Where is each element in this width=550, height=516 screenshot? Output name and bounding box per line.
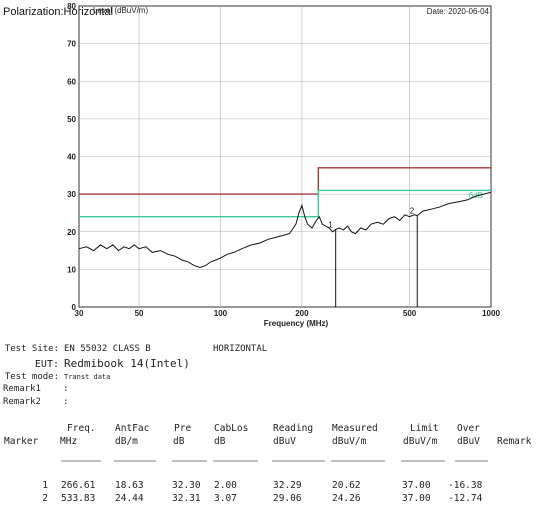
test-site-extra: HORIZONTAL [213,344,267,354]
x-tick-label: 50 [135,309,144,318]
x-tick-label: 30 [75,309,84,318]
cell-pre: 32.31 [172,493,201,504]
cell-marker: 2 [42,493,48,504]
eut-label: EUT: [35,359,59,370]
date-label: Date: 2020-06-04 [427,7,490,16]
test-site-label: Test Site: [5,344,59,354]
y-tick-label: 50 [67,115,76,124]
x-tick-label: 100 [214,309,228,318]
cell-freq: 266.61 [61,480,96,491]
test-mode-label: Test mode: [5,372,59,382]
cell-freq: 533.83 [61,493,95,504]
col-head-antfac-unit: dB/m [115,436,138,447]
margin-label: 6dB [469,191,483,200]
cell-measured: 20.62 [332,480,361,491]
y-tick-label: 30 [67,190,76,199]
y-tick-label: 60 [67,77,76,86]
x-tick-label: 500 [403,309,417,318]
marker-label: 1 [328,220,333,229]
y-tick-labels: 0 10 20 30 40 50 60 70 80 [67,2,76,312]
marker-label: 2 [410,207,415,216]
y-tick-label: 10 [67,265,76,274]
x-axis-title: Frequency (MHz) [264,319,329,328]
col-head-measured-unit: dBuV/m [332,436,367,447]
level-trace [78,191,492,269]
cell-marker: 1 [42,480,48,491]
test-mode-value: Transt data [64,373,110,381]
y-tick-label: 80 [67,2,76,11]
y-tick-label: 40 [67,153,76,162]
col-head-cablos: CabLos [214,423,248,434]
x-tick-labels: 30 50 100 200 500 1000 [75,309,501,318]
eut-value: Redmibook 14(Intel) [64,357,190,370]
cell-antfac: 24.44 [115,493,144,504]
cell-cablos: 3.07 [214,493,237,504]
polarization-label: Polarization:Horizontal [3,6,113,18]
remark2-value: : [63,397,68,407]
cell-antfac: 18.63 [115,480,144,491]
cell-reading: 32.29 [273,480,302,491]
cell-reading: 29.06 [273,493,302,504]
col-head-freq: Freq. [67,423,96,434]
col-head-over-unit: dBuV [457,436,480,447]
remark1-value: : [63,384,68,394]
cell-limit: 37.00 [402,480,431,491]
col-head-limit-unit: dBuV/m [403,436,438,447]
col-head-measured: Measured [332,423,378,434]
col-head-pre: Pre [174,423,191,434]
remark2-label: Remark2 [3,397,41,407]
table-row: 1 266.61 18.63 32.30 2.00 32.29 20.62 37… [42,480,482,491]
x-tick-label: 1000 [482,309,500,318]
col-head-remark: Remark [497,436,532,447]
margin-line [79,189,491,218]
cell-over: -16.38 [448,480,483,491]
y-tick-label: 20 [67,228,76,237]
markers: 12 [328,207,418,307]
col-head-cablos-unit: dB [214,436,226,447]
y-tick-label: 70 [67,40,76,49]
cell-pre: 32.30 [172,480,201,491]
col-head-marker: Marker [4,436,39,447]
col-head-reading: Reading [273,423,313,434]
table-row: 2 533.83 24.44 32.31 3.07 29.06 24.26 37… [42,493,482,504]
marker-table: Freq. AntFac Pre CabLos Reading Measured… [4,423,532,504]
cell-limit: 37.00 [402,493,431,504]
col-head-freq-unit: MHz [60,436,77,447]
col-head-reading-unit: dBuV [273,436,296,447]
col-head-antfac: AntFac [115,423,149,434]
grid-lines [79,6,491,307]
y-axis-title: Level (dBuV/m) [93,6,148,15]
cell-cablos: 2.00 [214,480,237,491]
cell-measured: 24.26 [332,493,361,504]
y-tick-label: 0 [72,303,77,312]
test-site-value: EN 55032 CLASS B [64,344,151,354]
col-head-pre-unit: dB [173,436,185,447]
remark1-label: Remark1 [3,384,41,394]
limit-line [79,167,491,195]
test-info: Test Site: EN 55032 CLASS B HORIZONTAL E… [3,344,267,407]
col-head-limit: Limit [410,423,439,434]
col-head-over: Over [457,423,480,434]
x-tick-label: 200 [295,309,309,318]
cell-over: -12.74 [448,493,483,504]
